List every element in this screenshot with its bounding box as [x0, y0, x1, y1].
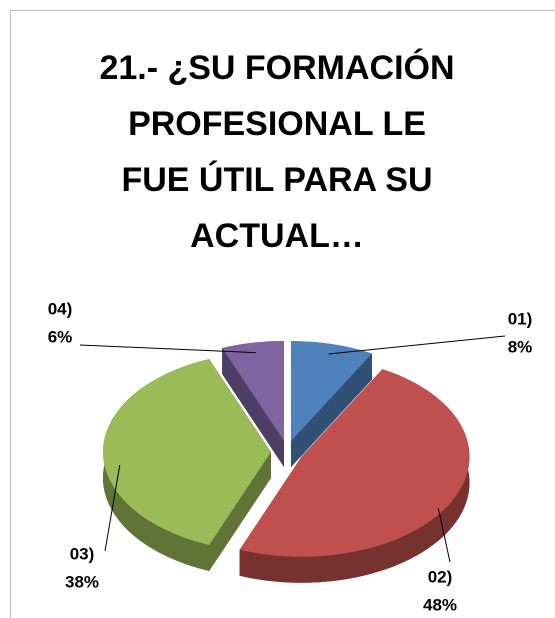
- slice-wall: [290, 353, 372, 468]
- slice: [102, 359, 271, 545]
- leader-line: [79, 344, 256, 354]
- slice-side: [239, 369, 470, 583]
- chart-title: 21.- ¿SU FORMACIÓN PROFESIONAL LE FUE ÚT…: [99, 49, 455, 255]
- leader-line: [328, 335, 506, 355]
- data-label-category: 03): [70, 544, 95, 563]
- data-label-value: 38%: [65, 572, 99, 591]
- slice: [222, 340, 285, 441]
- frame: [10, 10, 555, 618]
- data-label-value: 6%: [48, 327, 73, 346]
- slice-wall: [222, 348, 285, 467]
- data-label-category: 02): [428, 567, 453, 586]
- data-label-value: 8%: [508, 337, 533, 356]
- leader-line: [104, 464, 121, 552]
- slice: [290, 341, 372, 442]
- data-label-value: 48%: [423, 595, 457, 614]
- data-label-category: 04): [48, 299, 73, 318]
- slice-wall: [209, 452, 271, 571]
- data-label-category: 01): [508, 309, 533, 328]
- slice: [239, 369, 470, 557]
- leader-line: [437, 507, 451, 563]
